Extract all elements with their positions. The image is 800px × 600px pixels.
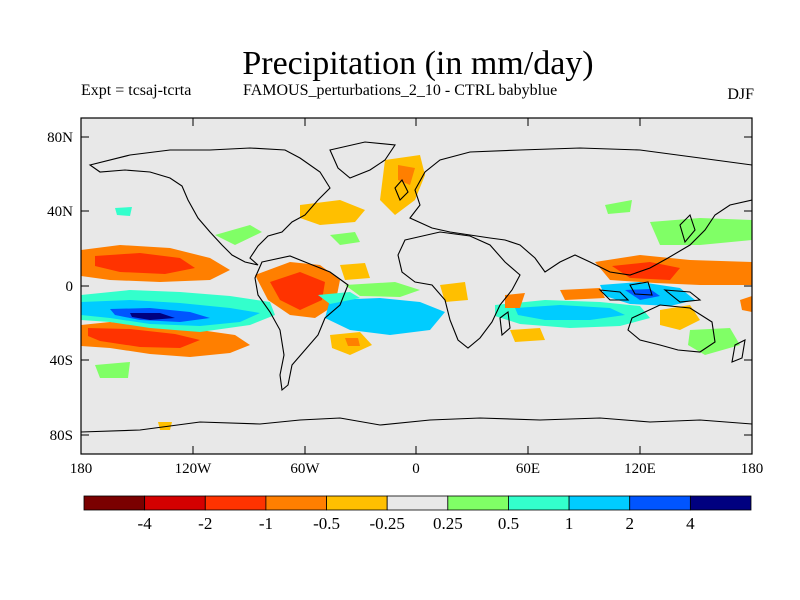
lon-label-120e: 120E [624, 461, 656, 477]
coast-indonesia-1 [598, 289, 630, 301]
lat-label-40s: 40S [50, 353, 73, 369]
lat-label-40n: 40N [47, 204, 73, 220]
longitude-axis [192, 118, 641, 454]
colorbar-label: -0.25 [369, 514, 404, 533]
coast-japan [679, 213, 696, 244]
colorbar-label: -1 [259, 514, 273, 533]
colorbar-swatch [629, 495, 691, 511]
lon-label-180e: 180 [741, 461, 764, 477]
run-description: FAMOUS_perturbations_2_10 - CTRL babyblu… [243, 82, 558, 99]
season-label: DJF [727, 86, 754, 103]
coast-indonesia-2 [629, 281, 653, 296]
colorbar-swatch [508, 495, 570, 511]
coast-australia [627, 304, 716, 353]
anomaly-small-12 [95, 362, 130, 378]
colorbar-label: -2 [198, 514, 212, 533]
colorbar-swatch [326, 495, 388, 511]
lat-label-80s: 80S [50, 428, 73, 444]
colorbar-swatch [568, 495, 631, 511]
colorbar-label: 0.25 [433, 514, 463, 533]
colorbar-label: 0.5 [498, 514, 519, 533]
anomaly-positive-s-pacific-max [130, 313, 175, 320]
lon-label-60w: 60W [290, 461, 320, 477]
anomaly-small-7 [660, 305, 700, 330]
anomaly-small-14 [115, 207, 132, 216]
colorbar-swatch [144, 495, 206, 511]
colorbar-swatch [204, 495, 267, 511]
coast-south-america [254, 255, 349, 392]
anomaly-negative-mid-atlantic [300, 200, 365, 225]
anomaly-positive-n-pacific [650, 218, 752, 245]
anomaly-small-1 [330, 232, 360, 245]
anomaly-positive-indian-ocean-core [515, 305, 625, 320]
experiment-label: Expt = tcsaj-tcrta [81, 82, 192, 99]
coast-africa [397, 231, 521, 349]
anomaly-negative-amazon-core [270, 272, 325, 310]
anomaly-small-2 [215, 225, 262, 245]
lat-label-0: 0 [66, 279, 74, 295]
coast-new-guinea [663, 289, 702, 303]
coast-antarctica [81, 417, 752, 433]
anomaly-small-8 [688, 328, 740, 355]
coast-greenland [329, 141, 396, 179]
anomaly-positive-equatorial-atlantic [345, 282, 420, 297]
coastlines [81, 141, 752, 433]
colorbar-swatch [689, 495, 752, 511]
lat-label-80n: 80N [47, 130, 73, 146]
coast-north-america [88, 147, 331, 266]
anomaly-negative-ne-pacific-core [95, 253, 195, 274]
lon-label-120w: 120W [175, 461, 213, 477]
colorbar-label: 1 [565, 514, 574, 533]
anomaly-negative-sw-pacific-core [88, 328, 200, 348]
anomaly-small-4 [440, 282, 468, 302]
anomaly-small-16 [605, 200, 632, 214]
colorbar: -4 -2 -1 -0.5 -0.25 0.25 0.5 1 2 4 [83, 495, 752, 533]
anomaly-fields [81, 155, 752, 430]
colorbar-label: 4 [686, 514, 695, 533]
lon-label-180w: 180 [70, 461, 93, 477]
anomaly-positive-s-atlantic [325, 298, 445, 335]
coast-eurasia [409, 147, 752, 276]
anomaly-positive-s-atlantic-edge [318, 292, 360, 304]
map-title: Precipitation (in mm/day) [242, 45, 594, 82]
colorbar-swatch [265, 495, 327, 511]
colorbar-label: -0.5 [313, 514, 340, 533]
lon-label-0: 0 [412, 461, 420, 477]
coast-new-zealand [731, 339, 746, 363]
colorbar-label: 2 [625, 514, 634, 533]
anomaly-small-13 [158, 422, 172, 430]
lon-label-60e: 60E [516, 461, 540, 477]
anomaly-small-10 [345, 338, 360, 346]
colorbar-swatch [83, 495, 146, 511]
anomaly-negative-nw-pacific-core [612, 262, 680, 280]
anomaly-small-3 [340, 263, 370, 280]
anomaly-small-6 [560, 288, 605, 300]
anomaly-small-11 [510, 328, 545, 342]
colorbar-label: -4 [138, 514, 153, 533]
coast-uk [394, 179, 409, 201]
anomaly-small-15 [740, 296, 752, 312]
anomaly-small-5 [505, 293, 525, 308]
colorbar-swatch [386, 495, 449, 511]
colorbar-swatch [447, 495, 509, 511]
coast-madagascar [499, 310, 511, 337]
latitude-axis [81, 136, 752, 436]
